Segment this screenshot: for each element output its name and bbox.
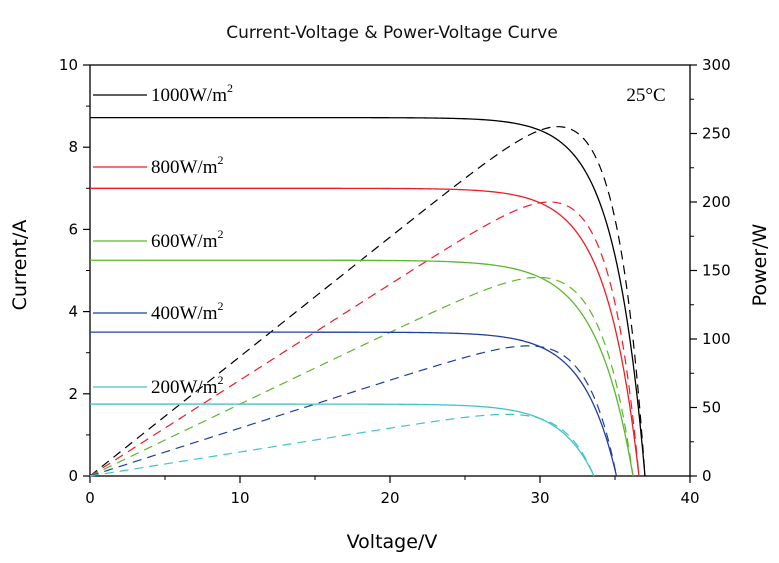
iv-curve-0 [90, 116, 646, 477]
legend: 1000W/m2 800W/m2 600W/m2 400W/m2 200W/m2 [93, 81, 233, 398]
x-tick-label: 40 [680, 489, 699, 507]
iv-curve-1 [90, 187, 640, 477]
legend-label: 600W/m2 [151, 227, 224, 252]
pv-curve-3 [89, 345, 618, 477]
legend-label: 1000W/m2 [151, 81, 233, 106]
pv-curve-1 [89, 201, 640, 477]
x-tick-label: 30 [530, 489, 549, 507]
y2-tick-label: 200 [702, 193, 731, 211]
y2-tick-label: 250 [702, 125, 731, 143]
temperature-annotation: 25°C [626, 85, 665, 106]
y-tick-label: 6 [68, 220, 78, 238]
x-tick-label: 20 [380, 489, 399, 507]
x-tick-label: 10 [230, 489, 249, 507]
pv-curve-2 [89, 276, 634, 477]
iv-curve-3 [90, 331, 618, 477]
y2-tick-label: 0 [702, 467, 712, 485]
x-axis-ticks: 0 10 20 30 40 [85, 476, 700, 507]
y2-axis-ticks: 0 50 100 150 200 250 300 [690, 56, 731, 485]
x-tick-label: 0 [85, 489, 95, 507]
legend-label: 400W/m2 [151, 299, 224, 324]
x-axis-label: Voltage/V [347, 531, 438, 553]
plot-frame [89, 64, 691, 477]
y2-tick-label: 300 [702, 56, 731, 74]
y-tick-label: 0 [68, 467, 78, 485]
pv-curve-0 [89, 126, 646, 477]
curves [89, 116, 646, 477]
y2-tick-label: 100 [702, 330, 731, 348]
pv-curve-4 [89, 413, 595, 477]
y-tick-label: 10 [59, 56, 78, 74]
iv-curve-4 [89, 403, 595, 477]
legend-label: 800W/m2 [151, 153, 224, 178]
y-tick-label: 2 [68, 385, 78, 403]
y-tick-label: 4 [68, 303, 78, 321]
y2-axis-label: Power/W [749, 223, 771, 306]
y2-tick-label: 50 [702, 399, 721, 417]
y-axis-label: Current/A [9, 220, 31, 311]
iv-curve-2 [90, 259, 634, 477]
legend-label: 200W/m2 [151, 373, 224, 398]
y-axis-ticks: 0 2 4 6 8 10 [59, 56, 90, 485]
chart-title: Current-Voltage & Power-Voltage Curve [226, 23, 558, 43]
y2-tick-label: 150 [702, 262, 731, 280]
y-tick-label: 8 [68, 138, 78, 156]
